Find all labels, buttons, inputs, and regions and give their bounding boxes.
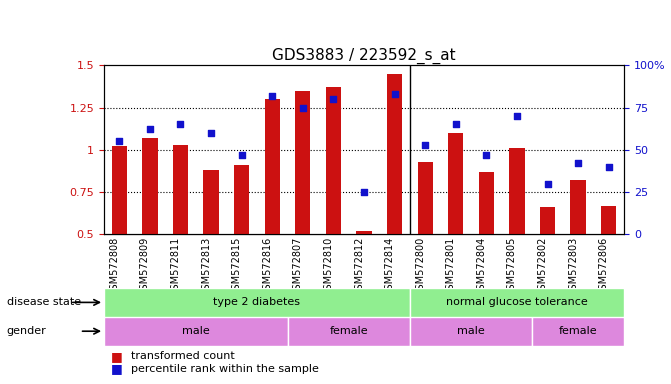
Text: GSM572806: GSM572806 <box>599 237 609 296</box>
Text: GSM572808: GSM572808 <box>109 237 119 296</box>
Bar <box>478 172 494 234</box>
Text: gender: gender <box>7 326 46 336</box>
Bar <box>417 162 433 234</box>
Text: GSM572814: GSM572814 <box>384 237 395 296</box>
Text: percentile rank within the sample: percentile rank within the sample <box>131 364 319 374</box>
Point <box>450 121 461 127</box>
Bar <box>104 317 288 346</box>
Bar <box>410 288 624 317</box>
Point <box>603 164 614 170</box>
Text: GSM572815: GSM572815 <box>231 237 242 296</box>
Bar <box>111 146 127 234</box>
Text: GSM572816: GSM572816 <box>262 237 272 296</box>
Bar <box>356 231 372 234</box>
Bar <box>264 99 280 234</box>
Point <box>144 126 155 132</box>
Text: GSM572810: GSM572810 <box>323 237 333 296</box>
Text: GSM572801: GSM572801 <box>446 237 456 296</box>
Bar <box>104 288 410 317</box>
Bar <box>532 317 624 346</box>
Bar <box>173 145 188 234</box>
Text: male: male <box>182 326 209 336</box>
Text: GSM572807: GSM572807 <box>293 237 303 296</box>
Bar <box>295 91 311 234</box>
Point <box>359 189 370 195</box>
Bar <box>203 170 219 234</box>
Point <box>236 152 247 158</box>
Text: GSM572811: GSM572811 <box>170 237 180 296</box>
Text: GSM572802: GSM572802 <box>537 237 548 296</box>
Point <box>297 104 308 111</box>
Text: GSM572813: GSM572813 <box>201 237 211 296</box>
Bar <box>234 165 250 234</box>
Point <box>206 130 217 136</box>
Text: GSM572804: GSM572804 <box>476 237 486 296</box>
Bar <box>288 317 410 346</box>
Point <box>175 121 186 127</box>
Bar <box>142 138 158 234</box>
Text: female: female <box>559 326 597 336</box>
Bar <box>570 180 586 234</box>
Bar <box>448 133 464 234</box>
Point <box>267 93 278 99</box>
Bar <box>601 205 617 234</box>
Text: GSM572800: GSM572800 <box>415 237 425 296</box>
Point <box>114 138 125 144</box>
Bar <box>410 317 532 346</box>
Text: female: female <box>329 326 368 336</box>
Text: GSM572809: GSM572809 <box>140 237 150 296</box>
Text: disease state: disease state <box>7 297 81 308</box>
Point <box>542 180 553 187</box>
Point <box>328 96 339 102</box>
Text: GSM572812: GSM572812 <box>354 237 364 296</box>
Bar <box>509 148 525 234</box>
Bar <box>540 207 555 234</box>
Title: GDS3883 / 223592_s_at: GDS3883 / 223592_s_at <box>272 48 456 64</box>
Point <box>420 142 431 148</box>
Point <box>389 91 400 97</box>
Text: male: male <box>457 326 485 336</box>
Text: transformed count: transformed count <box>131 351 235 361</box>
Text: type 2 diabetes: type 2 diabetes <box>213 297 301 308</box>
Text: ■: ■ <box>111 362 123 375</box>
Text: GSM572805: GSM572805 <box>507 237 517 296</box>
Point <box>573 160 584 166</box>
Text: normal glucose tolerance: normal glucose tolerance <box>446 297 588 308</box>
Bar <box>387 74 402 234</box>
Text: GSM572803: GSM572803 <box>568 237 578 296</box>
Point <box>481 152 492 158</box>
Text: ■: ■ <box>111 350 123 363</box>
Point <box>511 113 522 119</box>
Bar <box>326 87 341 234</box>
